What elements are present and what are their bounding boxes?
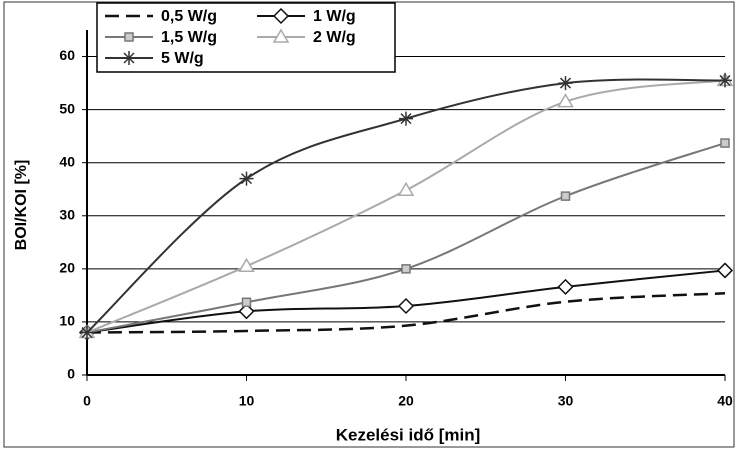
marker (716, 262, 734, 279)
marker (560, 191, 571, 201)
y-tick-label: 50 (59, 100, 75, 116)
y-tick-label: 20 (59, 260, 75, 276)
y-axis-label: BOI/KOI [%] (13, 160, 30, 251)
marker (557, 93, 574, 108)
series-line (86, 292, 726, 334)
series-line (86, 78, 726, 334)
y-tick-label: 0 (67, 366, 75, 382)
marker (239, 171, 254, 186)
y-tick-label: 10 (59, 313, 75, 329)
legend-label: 1,5 W/g (161, 29, 217, 46)
marker (720, 138, 730, 148)
y-tick-label: 60 (59, 47, 75, 63)
legend-label: 0,5 W/g (161, 8, 217, 25)
legend-marker (122, 51, 136, 65)
x-tick-label: 10 (239, 393, 255, 409)
chart-frame (3, 1, 735, 448)
legend-label: 2 W/g (313, 29, 356, 46)
marker (238, 303, 255, 320)
x-tick-label: 20 (398, 393, 414, 409)
marker (557, 278, 574, 295)
y-tick-label: 40 (59, 153, 75, 169)
x-tick-label: 30 (558, 393, 574, 409)
legend-label: 1 W/g (313, 8, 356, 25)
legend: 0,5 W/g 1 W/g 1,5 W/g 2 W/g 5 W/g (96, 2, 396, 73)
x-tick-label: 0 (83, 393, 91, 409)
marker (718, 73, 732, 88)
y-tick-label: 30 (59, 206, 75, 222)
legend-label: 5 W/g (161, 50, 204, 67)
marker (80, 325, 94, 340)
x-tick-label: 40 (717, 393, 733, 409)
marker (397, 297, 415, 315)
marker (399, 111, 413, 126)
marker (397, 181, 415, 197)
legend-marker (272, 7, 290, 25)
x-axis-label: Kezelési idő [min] (336, 425, 481, 444)
marker (241, 297, 252, 308)
legend-marker (124, 32, 134, 42)
marker (238, 257, 255, 272)
legend-marker (272, 28, 290, 43)
marker (401, 264, 411, 274)
marker (558, 76, 573, 91)
